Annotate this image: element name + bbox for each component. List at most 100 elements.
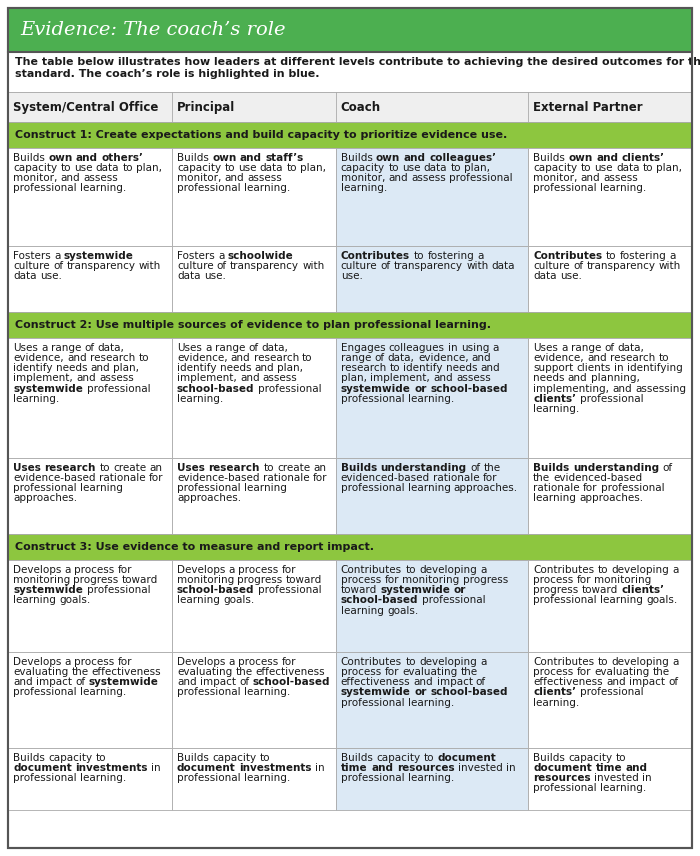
Text: systemwide: systemwide: [13, 383, 83, 394]
Text: clients’: clients’: [621, 586, 664, 595]
Text: process: process: [238, 565, 279, 575]
Text: toward: toward: [582, 586, 618, 595]
Text: approaches.: approaches.: [177, 493, 241, 503]
Text: own: own: [568, 153, 592, 163]
Text: process: process: [74, 657, 115, 667]
Text: understanding: understanding: [381, 463, 467, 473]
Text: of: of: [668, 677, 678, 687]
Bar: [172, 560, 336, 652]
Text: assess: assess: [99, 373, 134, 383]
Bar: [528, 338, 692, 458]
Text: impact: impact: [437, 677, 473, 687]
Text: data,: data,: [388, 354, 414, 363]
Text: learning: learning: [244, 484, 287, 493]
Text: impact: impact: [36, 677, 72, 687]
Text: plan,: plan,: [136, 163, 162, 173]
Bar: [8, 338, 172, 458]
Text: the: the: [235, 667, 253, 677]
Text: a: a: [493, 343, 499, 353]
Text: in: in: [151, 764, 161, 773]
Text: culture: culture: [177, 261, 214, 271]
Text: clients: clients: [577, 363, 611, 373]
Text: transparency: transparency: [587, 261, 655, 271]
Bar: [8, 748, 172, 810]
Text: research: research: [253, 354, 299, 363]
Text: staff’s: staff’s: [265, 153, 304, 163]
Text: Contributes: Contributes: [533, 251, 602, 261]
Text: Uses: Uses: [177, 343, 202, 353]
Text: identifying: identifying: [627, 363, 682, 373]
Bar: [172, 748, 336, 810]
Text: professional: professional: [87, 383, 150, 394]
Text: in: in: [316, 764, 325, 773]
Text: in: in: [643, 773, 652, 783]
Text: systemwide: systemwide: [13, 586, 83, 595]
Bar: [8, 534, 692, 560]
Text: and: and: [61, 173, 80, 183]
Text: for: for: [118, 657, 132, 667]
Text: to: to: [263, 463, 274, 473]
Text: learning.: learning.: [80, 773, 126, 783]
Text: research: research: [45, 463, 96, 473]
Text: impact: impact: [199, 677, 236, 687]
Text: professional: professional: [449, 173, 513, 183]
Text: range: range: [50, 343, 81, 353]
Text: use.: use.: [341, 271, 363, 282]
Text: monitor,: monitor,: [177, 173, 221, 183]
Text: and: and: [67, 354, 87, 363]
Text: Contributes: Contributes: [533, 657, 594, 667]
Text: of: of: [239, 677, 249, 687]
Text: learning: learning: [13, 596, 56, 605]
Text: capacity: capacity: [376, 753, 420, 763]
Text: a: a: [672, 565, 678, 575]
Text: culture: culture: [13, 261, 50, 271]
Text: and: and: [626, 764, 648, 773]
Text: toward: toward: [341, 586, 377, 595]
Text: use.: use.: [560, 271, 582, 282]
Text: learning.: learning.: [533, 404, 580, 413]
Text: investments: investments: [239, 764, 312, 773]
Text: professional: professional: [13, 484, 76, 493]
Text: a: a: [54, 251, 60, 261]
Text: professional: professional: [341, 484, 405, 493]
Text: to: to: [643, 163, 653, 173]
Text: developing: developing: [611, 657, 669, 667]
Text: invested: invested: [458, 764, 503, 773]
Text: own: own: [376, 153, 400, 163]
Text: to: to: [95, 753, 106, 763]
Text: school-based: school-based: [341, 596, 419, 605]
Text: learning: learning: [80, 484, 122, 493]
Text: evidenced-based: evidenced-based: [341, 473, 430, 483]
Text: data,: data,: [98, 343, 125, 353]
Text: learning: learning: [407, 484, 451, 493]
Text: Construct 1: Create expectations and build capacity to prioritize evidence use.: Construct 1: Create expectations and bui…: [15, 130, 507, 140]
Text: and: and: [587, 354, 607, 363]
Text: learning.: learning.: [244, 687, 290, 698]
Text: research: research: [610, 354, 655, 363]
Bar: [8, 560, 172, 652]
Text: approaches.: approaches.: [579, 493, 643, 503]
Text: data,: data,: [618, 343, 645, 353]
Text: of: of: [381, 261, 391, 271]
Text: learning: learning: [341, 605, 384, 615]
Text: to: to: [389, 163, 399, 173]
Text: use: use: [74, 163, 92, 173]
Text: the: the: [533, 473, 550, 483]
Text: school-based: school-based: [430, 687, 508, 698]
Bar: [8, 458, 172, 534]
Text: assessing: assessing: [635, 383, 686, 394]
Text: to: to: [60, 163, 71, 173]
Text: learning.: learning.: [407, 773, 454, 783]
Text: implementing,: implementing,: [533, 383, 609, 394]
Text: goals.: goals.: [646, 596, 678, 605]
Text: data: data: [616, 163, 640, 173]
Text: monitor,: monitor,: [533, 173, 577, 183]
Text: impact: impact: [629, 677, 665, 687]
Text: evaluating: evaluating: [594, 667, 650, 677]
Text: effectiveness: effectiveness: [256, 667, 326, 677]
Text: use: use: [594, 163, 612, 173]
Text: professional: professional: [422, 596, 486, 605]
Text: evidenced-based: evidenced-based: [554, 473, 643, 483]
Text: Fosters: Fosters: [13, 251, 50, 261]
Text: use.: use.: [40, 271, 62, 282]
